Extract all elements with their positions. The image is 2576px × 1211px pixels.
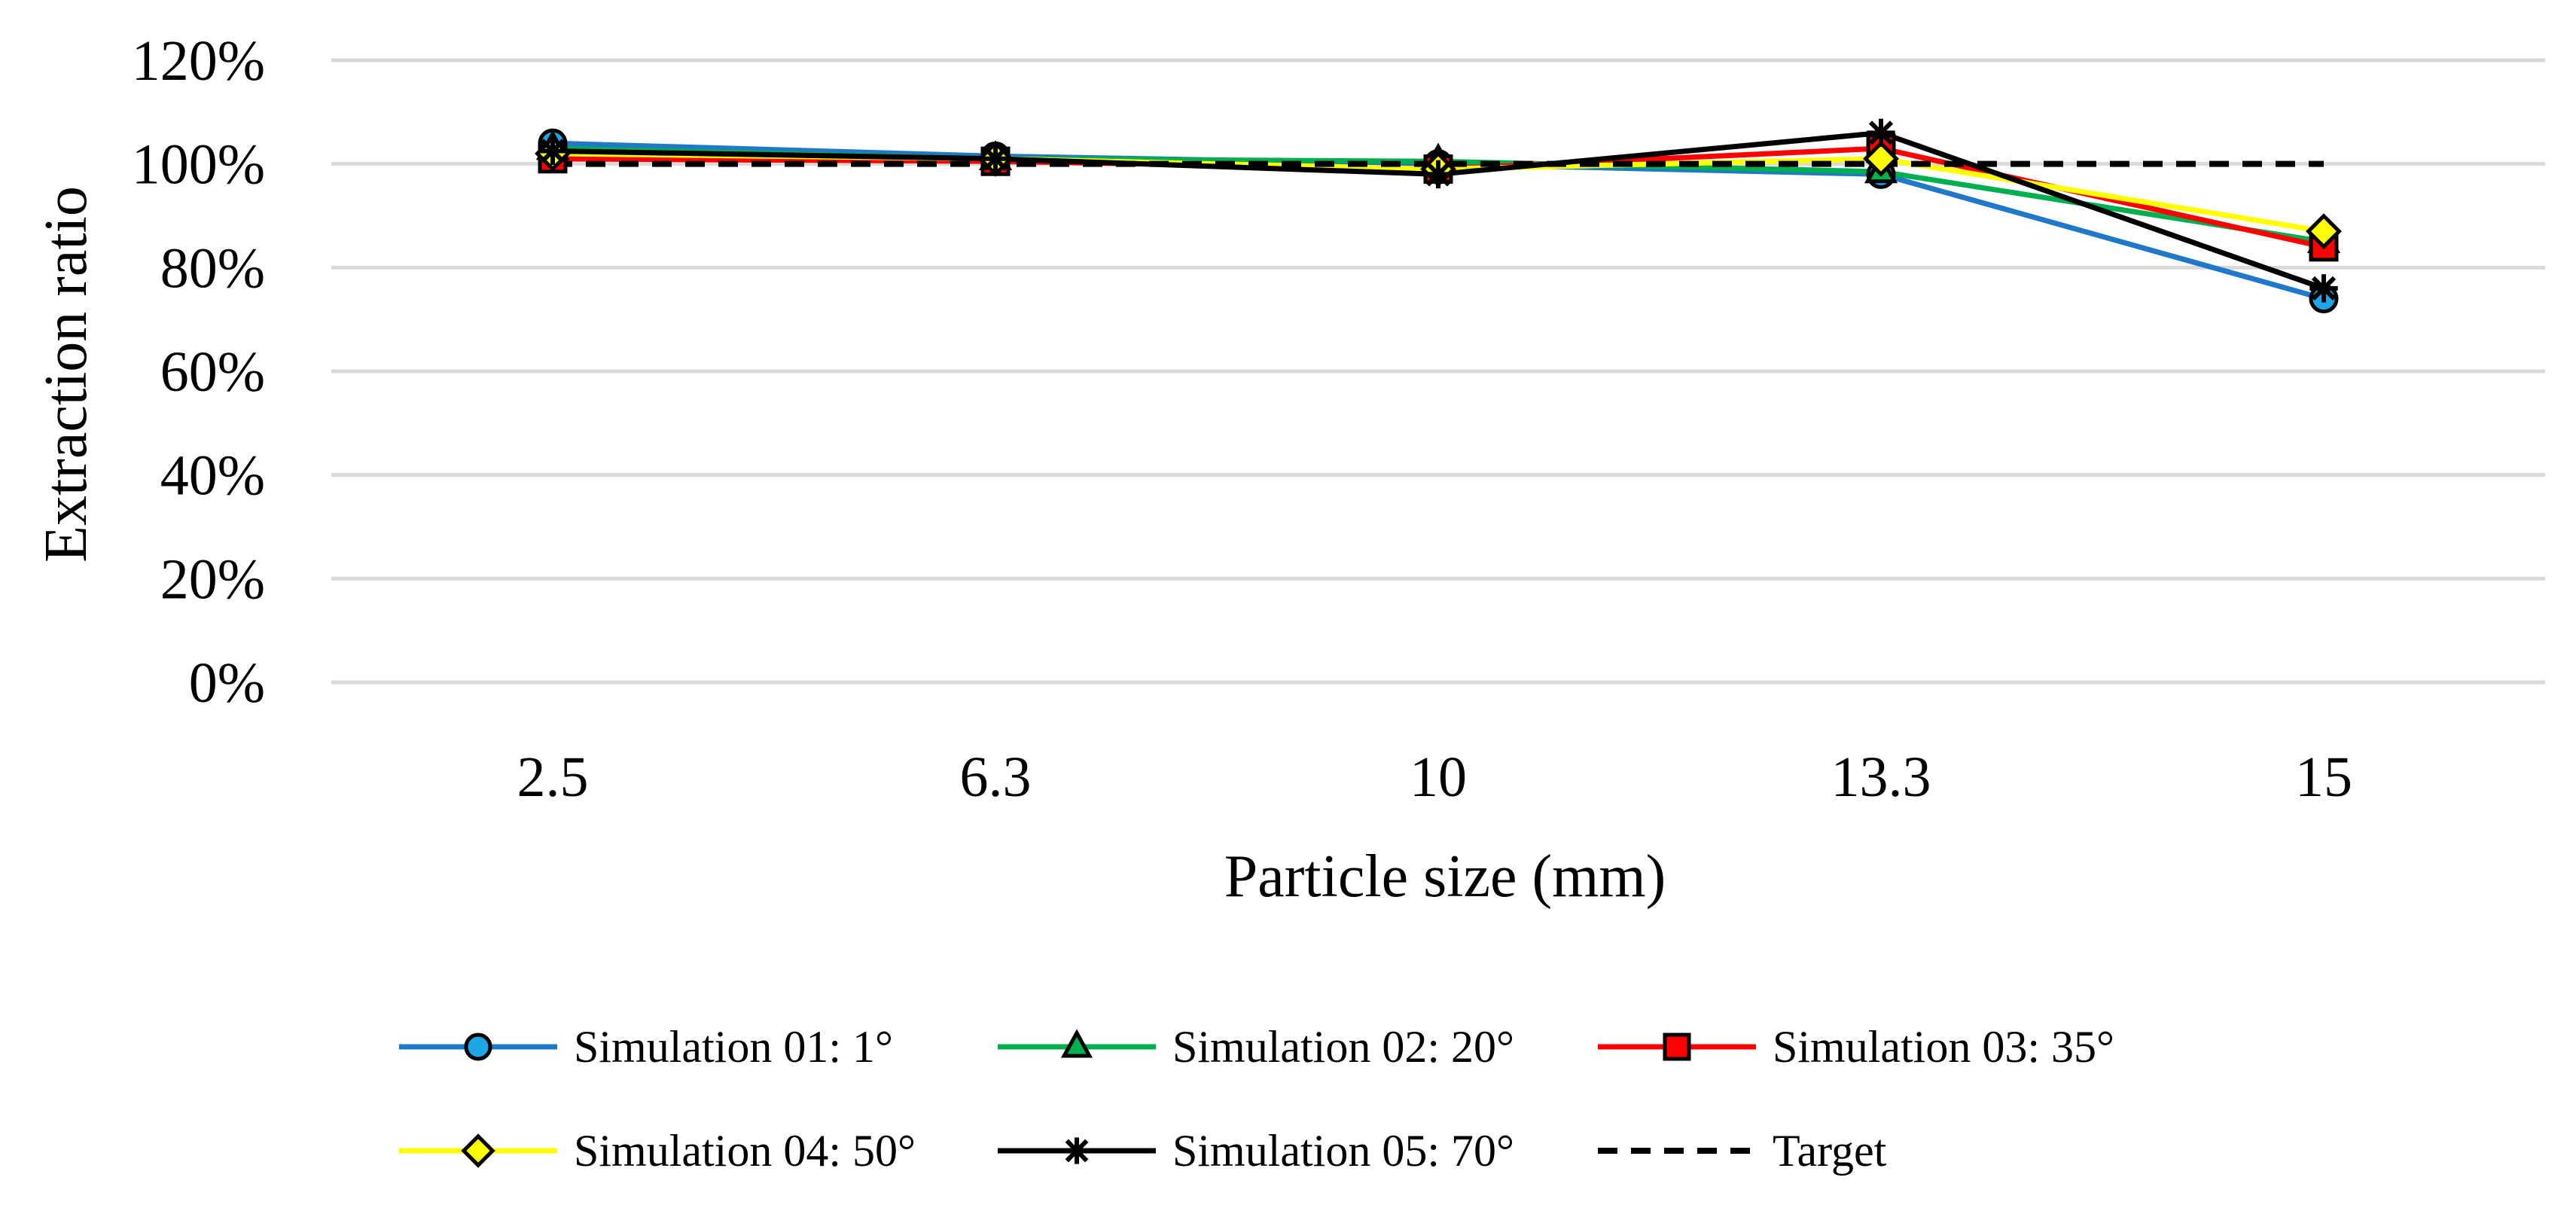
legend-marker <box>1663 1033 1691 1061</box>
legend-item: Simulation 03: 35° <box>1598 1022 2114 1072</box>
y-tick-label: 60% <box>160 340 265 404</box>
y-tick-label: 0% <box>189 651 265 715</box>
legend-item: Simulation 04: 50° <box>399 1126 916 1176</box>
x-tick-label: 2.5 <box>517 746 589 809</box>
data-point <box>2309 274 2338 303</box>
legend-marker <box>1060 1029 1093 1058</box>
legend-label: Simulation 03: 35° <box>1773 1022 2114 1072</box>
x-tick-label: 6.3 <box>960 746 1032 809</box>
y-tick-label: 100% <box>132 133 265 197</box>
legend: Simulation 01: 1° Simulation 02: 20° Simul… <box>399 1022 2114 1176</box>
y-tick-label: 80% <box>160 236 265 300</box>
y-tick-label: 40% <box>160 444 265 508</box>
legend-item: Simulation 02: 20° <box>998 1022 1514 1072</box>
legend-label: Simulation 02: 20° <box>1172 1022 1514 1072</box>
x-axis-ticks: 2.5 6.3 10 13.3 15 <box>517 746 2353 809</box>
legend-marker <box>1063 1137 1090 1164</box>
legend-marker <box>464 1033 492 1061</box>
legend-label: Simulation 04: 50° <box>574 1126 916 1176</box>
x-tick-label: 15 <box>2295 746 2352 809</box>
data-point <box>1867 118 1895 148</box>
legend-item: Target <box>1598 1126 1887 1176</box>
data-point <box>1863 140 1899 177</box>
series-markers <box>535 118 2342 314</box>
y-axis-title: Extraction ratio <box>33 186 99 563</box>
legend-label: Simulation 05: 70° <box>1172 1126 1514 1176</box>
data-point <box>2306 213 2342 250</box>
legend-item: Simulation 05: 70° <box>998 1126 1514 1176</box>
data-point <box>1424 160 1453 189</box>
y-tick-label: 120% <box>132 29 265 93</box>
x-tick-label: 13.3 <box>1831 746 1931 809</box>
legend-label: Simulation 01: 1° <box>574 1022 893 1072</box>
y-axis-ticks: 0% 20% 40% 60% 80% 100% 120% <box>132 29 265 715</box>
x-tick-label: 10 <box>1410 746 1467 809</box>
legend-label: Target <box>1773 1126 1887 1176</box>
legend-marker <box>461 1133 495 1168</box>
legend-item: Simulation 01: 1° <box>399 1022 893 1072</box>
data-point <box>981 145 1010 173</box>
x-axis-title: Particle size (mm) <box>1224 843 1666 910</box>
data-point <box>538 136 567 166</box>
y-tick-label: 20% <box>160 548 265 611</box>
